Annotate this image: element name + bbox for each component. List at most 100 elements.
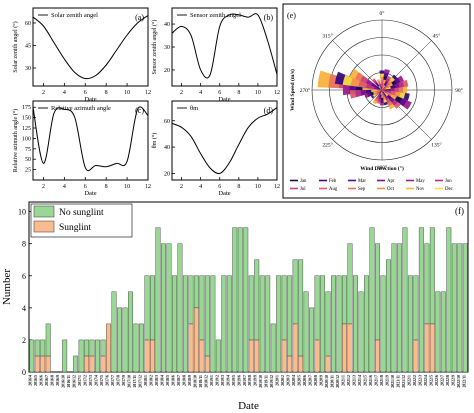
bar-no-sunglint xyxy=(111,291,117,373)
bar-no-sunglint xyxy=(254,259,260,341)
legend-label: θm xyxy=(190,105,198,112)
bar-sunglint xyxy=(413,339,419,373)
panel-label: (c) xyxy=(135,106,144,115)
x-tick-label: 2019/3 xyxy=(221,375,225,386)
x-tick-label: 2020/5 xyxy=(298,375,302,386)
wind-rose-wedge xyxy=(382,87,384,90)
bar-no-sunglint xyxy=(347,243,353,325)
panel-frame xyxy=(171,100,278,181)
x-tick-label: 2022/1 xyxy=(407,375,411,386)
series-line xyxy=(32,15,149,80)
bar-no-sunglint xyxy=(95,339,101,373)
x-tick-label: 2018/8 xyxy=(182,375,186,386)
y-tick-label: 75 xyxy=(25,147,31,153)
panel-a: 2 4 6 8 10 12 30 45 60 Date Solar zenith angel (°)… xyxy=(12,7,151,103)
bar-sunglint xyxy=(193,307,199,373)
x-tick-label: 2017/11 xyxy=(133,375,137,388)
x-tick-label: 10 xyxy=(255,90,261,96)
series-line xyxy=(32,106,149,172)
x-tick-label: 2019/4 xyxy=(226,375,230,386)
bar-no-sunglint xyxy=(45,323,51,357)
x-tick-label: 2016/7 xyxy=(45,375,49,386)
bar-no-sunglint xyxy=(457,243,463,373)
wind-rose-wedge xyxy=(380,90,382,93)
month-legend-label: May xyxy=(416,179,425,184)
bar-no-sunglint xyxy=(424,243,430,325)
bar-no-sunglint xyxy=(144,275,150,341)
x-tick-label: 2 xyxy=(42,184,45,190)
x-tick-label: 2018/9 xyxy=(188,375,192,386)
bar-no-sunglint xyxy=(358,291,364,373)
wind-rose-wedge xyxy=(382,90,386,94)
y-tick-label: 8 xyxy=(22,240,26,249)
y-tick-label: 50 xyxy=(25,157,31,163)
x-tick-label: 2016/4 xyxy=(29,375,33,386)
x-tick-label: 2019/6 xyxy=(237,375,241,386)
x-tick-label: 2020/7 xyxy=(309,375,313,386)
wind-rose-wedge xyxy=(382,87,386,90)
x-tick-label: 2022/4 xyxy=(424,375,428,386)
x-tick-label: 2022/6 xyxy=(435,375,439,386)
x-tick-label: 2017/12 xyxy=(138,375,142,388)
bar-sunglint xyxy=(40,355,46,373)
x-tick-label: 2021/8 xyxy=(380,375,384,386)
bar-no-sunglint xyxy=(303,291,309,373)
bar-sunglint xyxy=(325,355,331,373)
bar-sunglint xyxy=(188,323,194,373)
bar-no-sunglint xyxy=(391,243,397,373)
y-tick-label: 10 xyxy=(18,208,26,217)
x-tick-label: 2018/11 xyxy=(199,375,203,388)
y-tick-label: 20 xyxy=(164,68,170,74)
bar-sunglint xyxy=(204,355,210,373)
bar-no-sunglint xyxy=(171,275,177,373)
bar-no-sunglint xyxy=(369,227,375,373)
bar-no-sunglint xyxy=(204,275,210,357)
x-tick-label: 2017/1 xyxy=(78,375,82,386)
x-tick-label: 2 xyxy=(180,90,183,96)
bar-no-sunglint xyxy=(276,275,282,373)
x-tick-label: 2016/10 xyxy=(62,375,66,388)
wind-rose-wedge xyxy=(380,88,382,90)
panel-frame xyxy=(282,3,471,199)
panel-d: 2 4 6 8 10 12 20 40 60 Date θm (°) θm (d) xyxy=(151,100,280,197)
x-tick-label: 10 xyxy=(124,90,130,96)
x-tick-label: 2018/2 xyxy=(149,375,153,386)
bar-no-sunglint xyxy=(429,227,435,325)
x-tick-label: 8 xyxy=(105,184,108,190)
bar-sunglint xyxy=(84,355,90,373)
month-legend-label: Sep xyxy=(358,187,366,192)
direction-label: 135° xyxy=(431,141,441,148)
wind-rose-wedge xyxy=(382,89,387,91)
panel-frame xyxy=(32,7,149,87)
bar-no-sunglint xyxy=(325,291,331,357)
x-tick-label: 2018/7 xyxy=(177,375,181,386)
month-legend-label: Jan xyxy=(300,179,307,184)
bar-sunglint xyxy=(45,355,51,373)
x-tick-label: 2021/9 xyxy=(385,375,389,386)
y-axis-title: Sensor zenith angel (°) xyxy=(151,20,158,75)
x-tick-label: 2 xyxy=(180,184,183,190)
panel-label: (f) xyxy=(455,206,464,216)
polar-spoke xyxy=(332,89,383,140)
bar-no-sunglint xyxy=(128,291,133,373)
bar-no-sunglint xyxy=(78,339,84,373)
panel-label: (d) xyxy=(264,106,274,115)
x-tick-label: 2016/12 xyxy=(73,375,77,388)
y-tick-label: 0 xyxy=(22,368,26,377)
panel-b: 2 4 6 8 10 12 20 30 40 Date Sensor zenith angel (°… xyxy=(151,7,280,103)
bar-no-sunglint xyxy=(259,275,265,373)
y-tick-label: 60 xyxy=(25,21,31,27)
x-tick-label: 4 xyxy=(63,90,66,96)
bar-no-sunglint xyxy=(199,275,205,341)
direction-label: 225° xyxy=(322,141,332,148)
bar-no-sunglint xyxy=(281,275,287,341)
x-axis-title: Date xyxy=(84,96,96,103)
y-axis-title: Number xyxy=(1,269,13,305)
bar-no-sunglint xyxy=(446,227,452,373)
y-tick-label: 6 xyxy=(22,272,26,281)
x-tick-label: 2022/2 xyxy=(413,375,417,386)
wind-rose-wedge xyxy=(381,90,383,93)
bar-sunglint xyxy=(89,355,95,373)
x-tick-label: 2 xyxy=(42,90,45,96)
